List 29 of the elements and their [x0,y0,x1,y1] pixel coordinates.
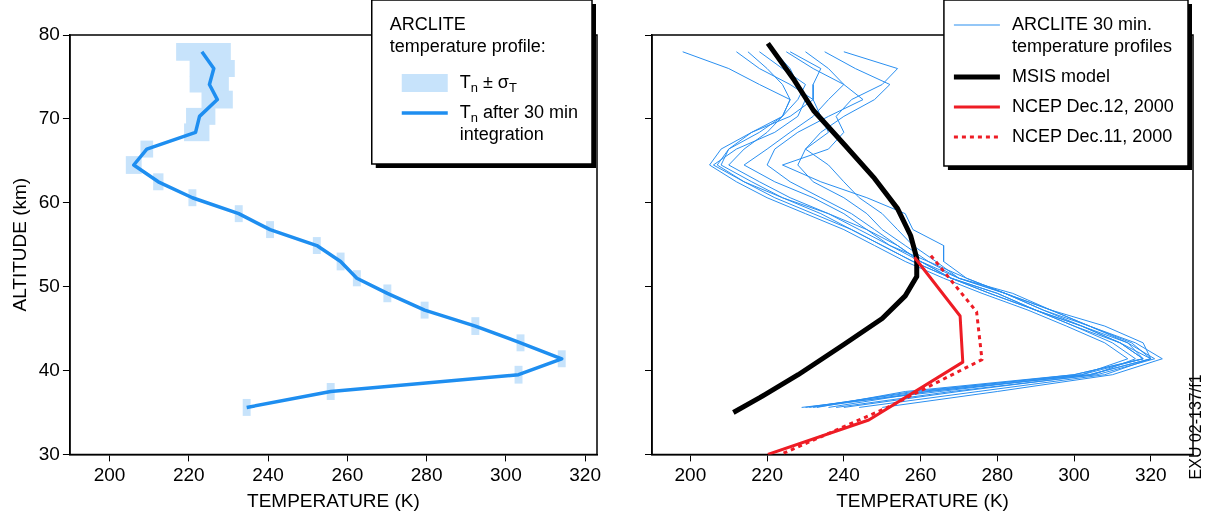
x-tick-label: 280 [981,464,1014,486]
legend-title: ARCLITE temperature profile: [389,13,546,56]
y-tick-label: 30 [38,442,60,464]
x-tick-label: 260 [331,464,364,486]
x-tick-label: 200 [93,464,126,486]
annotation: EXU 02-137/f1 [1187,374,1205,480]
y-tick-label: 60 [38,190,60,212]
y-tick-label: 80 [38,23,60,45]
x-tick-label: 200 [674,464,707,486]
y-tick-label: 50 [38,274,60,296]
x-tick-label: 240 [252,464,284,486]
x-tick-label: 220 [751,464,783,486]
x-tick-label: 300 [490,464,522,486]
legend-label: MSIS model [1011,65,1110,86]
x-axis-title: TEMPERATURE (K) [836,489,1009,511]
legend-label: ARCLITE 30 min. temperature profiles [1011,13,1172,56]
y-axis-title: ALTITUDE (km) [8,177,30,312]
x-tick-label: 300 [1058,464,1090,486]
y-tick-label: 70 [38,107,60,129]
x-tick-label: 320 [1134,464,1167,486]
legend-label: NCEP Dec.11, 2000 [1011,125,1173,146]
x-axis-title: TEMPERATURE (K) [247,489,420,511]
legend-label: NCEP Dec.12, 2000 [1011,95,1174,116]
x-tick-label: 240 [827,464,860,486]
x-tick-label: 320 [569,464,601,486]
x-tick-label: 260 [904,464,937,486]
x-tick-label: 280 [410,464,443,486]
y-tick-label: 40 [38,358,60,380]
x-tick-label: 220 [172,464,205,486]
